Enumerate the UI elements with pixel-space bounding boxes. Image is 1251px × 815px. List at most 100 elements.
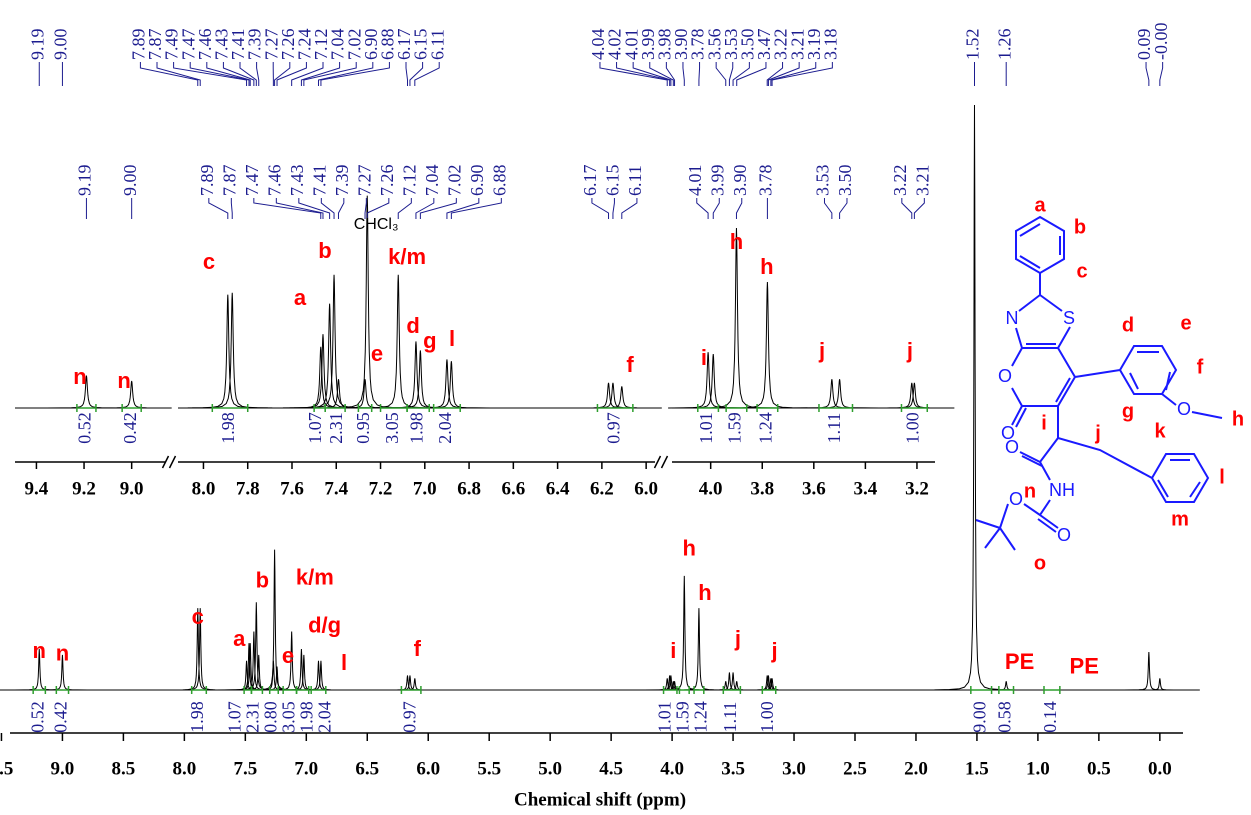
peak-label: 3.47 (754, 29, 774, 61)
structure-label: c (1076, 260, 1087, 282)
peak-label: 6.17 (394, 29, 414, 61)
integral-bracket (250, 686, 264, 694)
integral-bracket (400, 686, 422, 694)
integral-label: 1.24 (691, 701, 711, 733)
x-tick-label: 6.6 (501, 478, 525, 499)
integral-label: 1.98 (406, 412, 426, 444)
atom-label: O (1009, 489, 1023, 509)
peak-assignment: f (414, 636, 422, 661)
x-tick-label: 9.0 (120, 478, 144, 499)
x-tick-label: 9.2 (72, 478, 96, 499)
integral-label: 0.52 (75, 412, 95, 444)
peak-leader (621, 198, 638, 219)
peak-assignment: e (282, 643, 294, 668)
integral-label: 2.31 (243, 701, 263, 733)
integral-bracket (697, 404, 720, 412)
peak-label: 3.21 (912, 165, 932, 197)
x-tick-label: 2.0 (904, 758, 928, 779)
x-tick-label: 5.5 (477, 758, 501, 779)
peak (668, 352, 749, 409)
peak-leader (665, 62, 676, 86)
peak-label: 7.89 (197, 165, 217, 197)
peak-leader (173, 62, 248, 86)
peak-label: 3.18 (820, 29, 840, 61)
structure-label: a (1034, 194, 1046, 216)
integral-bracket (693, 686, 705, 694)
peak-leader (230, 198, 233, 219)
peak-leader (253, 198, 322, 219)
peak-label: 7.27 (261, 29, 281, 61)
peak-label: 3.78 (756, 165, 776, 197)
integral-label: 3.05 (279, 701, 299, 733)
integral-label: 2.04 (315, 701, 335, 733)
peak-assignment: g (423, 328, 436, 353)
peak-label: 7.41 (309, 165, 329, 197)
peak-leader (405, 62, 409, 86)
peak-leader (715, 62, 727, 86)
peak-leader (414, 62, 440, 86)
integral-bracket (818, 404, 854, 412)
integral-label: 1.11 (824, 413, 844, 444)
x-tick-label: 6.4 (546, 478, 570, 499)
structure-label: m (1171, 508, 1189, 530)
integral-bracket (596, 404, 634, 412)
integral-bracket (190, 686, 208, 694)
structure-label: l (1219, 466, 1225, 488)
peak-assignment: CHCl₃ (354, 216, 399, 233)
peak-leader (364, 198, 367, 219)
peak-label: 4.01 (621, 29, 641, 61)
integral-label: 0.42 (51, 701, 71, 733)
x-tick-label: 7.5 (233, 758, 257, 779)
structure-label: g (1122, 400, 1134, 422)
x-tick-label: 7.6 (280, 478, 304, 499)
x-tick-label: 3.2 (905, 478, 929, 499)
peak-label: 7.47 (178, 29, 198, 61)
peak-label: 7.43 (287, 165, 307, 197)
peak-leader (839, 198, 848, 219)
peak-label: 3.98 (654, 29, 674, 61)
peak (1119, 678, 1200, 691)
integral-bracket (32, 686, 47, 694)
peak-label: 7.02 (444, 165, 464, 197)
peak-assignment: d (406, 313, 419, 338)
x-tick-label: 6.0 (416, 758, 440, 779)
peak-assignment: b (318, 238, 331, 263)
peak-label: 7.41 (228, 28, 248, 60)
peak-label: 4.04 (588, 29, 608, 61)
integral-bracket (295, 686, 310, 694)
integral-bracket (998, 686, 1015, 694)
x-tick-label: 2.5 (843, 758, 867, 779)
x-tick-label: 4.0 (699, 478, 723, 499)
integral-bracket (1043, 686, 1061, 694)
x-tick-label: 8.0 (172, 758, 196, 779)
peak-leader (612, 198, 615, 219)
peak (673, 353, 754, 409)
peak-leader (616, 62, 671, 86)
integral-label: 0.58 (994, 701, 1014, 733)
structure-label: k (1154, 420, 1166, 442)
x-tick-label: 0.5 (1087, 758, 1111, 779)
axis-break (161, 455, 177, 469)
structure-label: b (1074, 216, 1086, 238)
structure-label: j (1094, 422, 1101, 444)
integral-label: 1.59 (725, 412, 745, 444)
x-tick-label: 3.5 (721, 758, 745, 779)
structure-label: n (1024, 480, 1036, 502)
peak-leader (189, 62, 250, 86)
peak-label: 7.39 (332, 165, 352, 197)
peak-assignment: a (233, 626, 246, 651)
peak (727, 281, 808, 409)
peak-label: 9.19 (27, 28, 47, 60)
peak-leader (771, 62, 833, 86)
integral-label: 1.01 (655, 701, 675, 733)
peak-leader (298, 198, 331, 219)
peak-label: 6.17 (580, 165, 600, 197)
peak-assignment: j (770, 638, 777, 663)
peak-label: 3.99 (707, 165, 727, 197)
peak-label: 7.47 (242, 165, 262, 197)
peak-label: 4.02 (605, 29, 625, 61)
peak-leader (337, 198, 345, 219)
peak-leader (239, 62, 257, 86)
x-tick-label: 6.5 (355, 758, 379, 779)
peak-label: 3.90 (671, 29, 691, 61)
